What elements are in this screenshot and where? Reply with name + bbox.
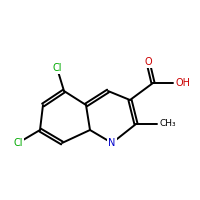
Text: Cl: Cl	[13, 138, 23, 148]
Text: N: N	[108, 138, 116, 148]
Text: OH: OH	[176, 78, 191, 88]
Text: Cl: Cl	[52, 63, 62, 73]
Text: O: O	[144, 57, 152, 67]
Text: CH₃: CH₃	[160, 119, 177, 129]
